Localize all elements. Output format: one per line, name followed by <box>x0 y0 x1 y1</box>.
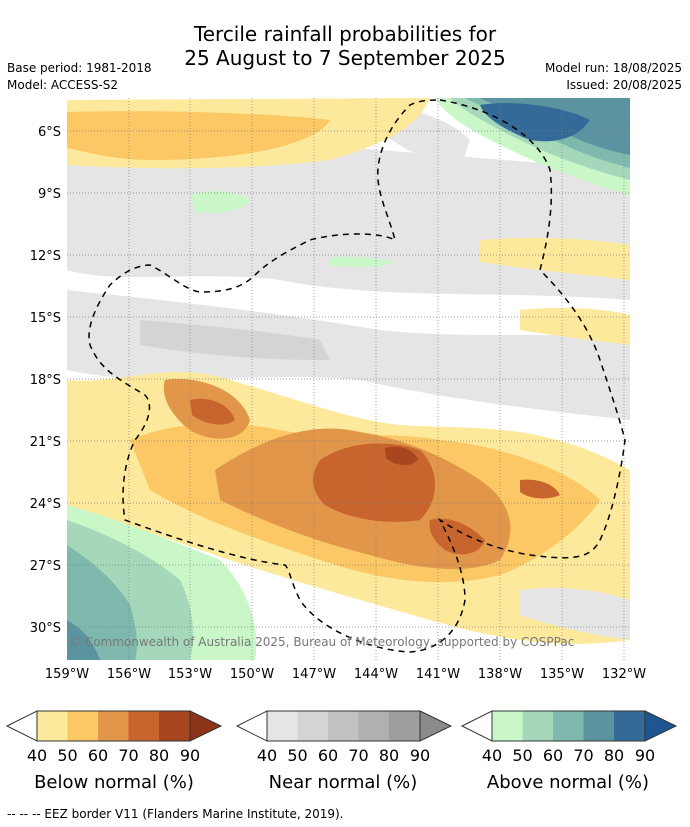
legend-below-normal: 40 50 60 70 80 90 Below normal (%) <box>5 710 223 793</box>
longitude-ticks: 159°W 156°W 153°W 150°W 147°W 144°W 141°… <box>45 667 646 682</box>
legend-label: 60 <box>88 746 108 765</box>
legend-above-normal: 40 50 60 70 80 90 Above normal (%) <box>460 710 678 793</box>
legend-swatch <box>389 711 420 741</box>
legend-swatch <box>128 711 159 741</box>
legend-label: 90 <box>180 746 200 765</box>
latitude-ticks: 6°S 9°S 12°S 15°S 18°S 21°S 24°S 27°S 30… <box>30 125 61 636</box>
lat-tick: 12°S <box>30 249 61 264</box>
above-normal-area <box>330 256 395 267</box>
base-period-text: Base period: 1981-2018 <box>7 61 152 75</box>
lat-tick: 15°S <box>30 311 61 326</box>
legend-swatch <box>67 711 98 741</box>
near-normal-area <box>67 290 630 420</box>
lat-tick: 6°S <box>38 125 61 140</box>
above-normal-area <box>190 191 250 213</box>
lat-tick: 30°S <box>30 621 61 636</box>
legend-swatch <box>522 711 553 741</box>
legend-swatch <box>37 711 68 741</box>
legend-label: 90 <box>635 746 655 765</box>
lon-tick: 147°W <box>292 667 336 682</box>
lon-tick: 135°W <box>540 667 584 682</box>
probability-map: © Commonwealth of Australia 2025, Bureau… <box>67 98 630 660</box>
model-run-text: Model run: 18/08/2025 <box>544 61 682 75</box>
lat-tick: 21°S <box>30 435 61 450</box>
legend-label: 50 <box>57 746 77 765</box>
lon-tick: 150°W <box>230 667 274 682</box>
below-normal-area <box>190 398 235 425</box>
lon-tick: 153°W <box>168 667 212 682</box>
legend-swatch <box>267 711 298 741</box>
legend-arrow-left <box>460 710 493 742</box>
legend-swatch <box>358 711 389 741</box>
legend-label: 80 <box>149 746 169 765</box>
above-normal-area <box>67 620 100 660</box>
near-normal-area <box>520 588 630 640</box>
lon-tick: 144°W <box>354 667 398 682</box>
lon-tick: 156°W <box>107 667 151 682</box>
eez-footnote: -- -- -- EEZ border V11 (Flanders Marine… <box>7 807 344 821</box>
lat-tick: 9°S <box>38 187 61 202</box>
legend-label: 40 <box>27 746 47 765</box>
legend-arrow-right <box>419 710 453 742</box>
legend-label: 50 <box>512 746 532 765</box>
lon-tick: 132°W <box>602 667 646 682</box>
legend-swatch <box>98 711 129 741</box>
gridlines <box>67 98 630 660</box>
legend-label: 80 <box>379 746 399 765</box>
below-normal-area <box>520 479 560 499</box>
model-text: Model: ACCESS-S2 <box>7 78 119 92</box>
legend-label: 60 <box>543 746 563 765</box>
lon-tick: 138°W <box>478 667 522 682</box>
below-normal-area <box>385 446 418 466</box>
legend-label: 80 <box>604 746 624 765</box>
title-line-1: Tercile rainfall probabilities for <box>193 22 497 46</box>
legend-arrow-left <box>5 710 38 742</box>
legend-swatch <box>492 711 523 741</box>
lat-tick: 27°S <box>30 559 61 574</box>
below-normal-area <box>480 237 630 280</box>
below-normal-area <box>67 111 330 160</box>
lat-tick: 24°S <box>30 497 61 512</box>
eez-border <box>88 99 626 653</box>
legend-swatch <box>553 711 584 741</box>
legend-swatch <box>159 711 190 741</box>
legend-label: 70 <box>573 746 593 765</box>
legend-arrow-left <box>235 710 268 742</box>
legend-label: 40 <box>482 746 502 765</box>
legend-label: 60 <box>318 746 338 765</box>
map-title: Tercile rainfall probabilities for 25 Au… <box>0 22 690 70</box>
lat-tick: 18°S <box>30 373 61 388</box>
legend-near-normal: 40 50 60 70 80 90 Near normal (%) <box>235 710 453 793</box>
copyright-text: © Commonwealth of Australia 2025, Bureau… <box>69 635 574 649</box>
issued-text: Issued: 20/08/2025 <box>566 78 682 92</box>
legend-swatch <box>328 711 359 741</box>
legend-title: Near normal (%) <box>269 772 418 793</box>
lon-tick: 141°W <box>416 667 460 682</box>
above-normal-area <box>67 545 137 660</box>
title-line-2: 25 August to 7 September 2025 <box>184 46 506 70</box>
legend-swatch <box>614 711 645 741</box>
legend-swatch <box>583 711 614 741</box>
legend-title: Below normal (%) <box>34 772 194 793</box>
legend-label: 70 <box>348 746 368 765</box>
near-normal-area <box>140 320 330 360</box>
legend-arrow-right <box>644 710 678 742</box>
legend-label: 90 <box>410 746 430 765</box>
legend-label: 70 <box>118 746 138 765</box>
legend-title: Above normal (%) <box>487 772 649 793</box>
legend-swatch <box>297 711 328 741</box>
legend-arrow-right <box>189 710 223 742</box>
legend-label: 50 <box>287 746 307 765</box>
legend-label: 40 <box>257 746 277 765</box>
lon-tick: 159°W <box>45 667 89 682</box>
above-normal-area <box>480 103 590 142</box>
